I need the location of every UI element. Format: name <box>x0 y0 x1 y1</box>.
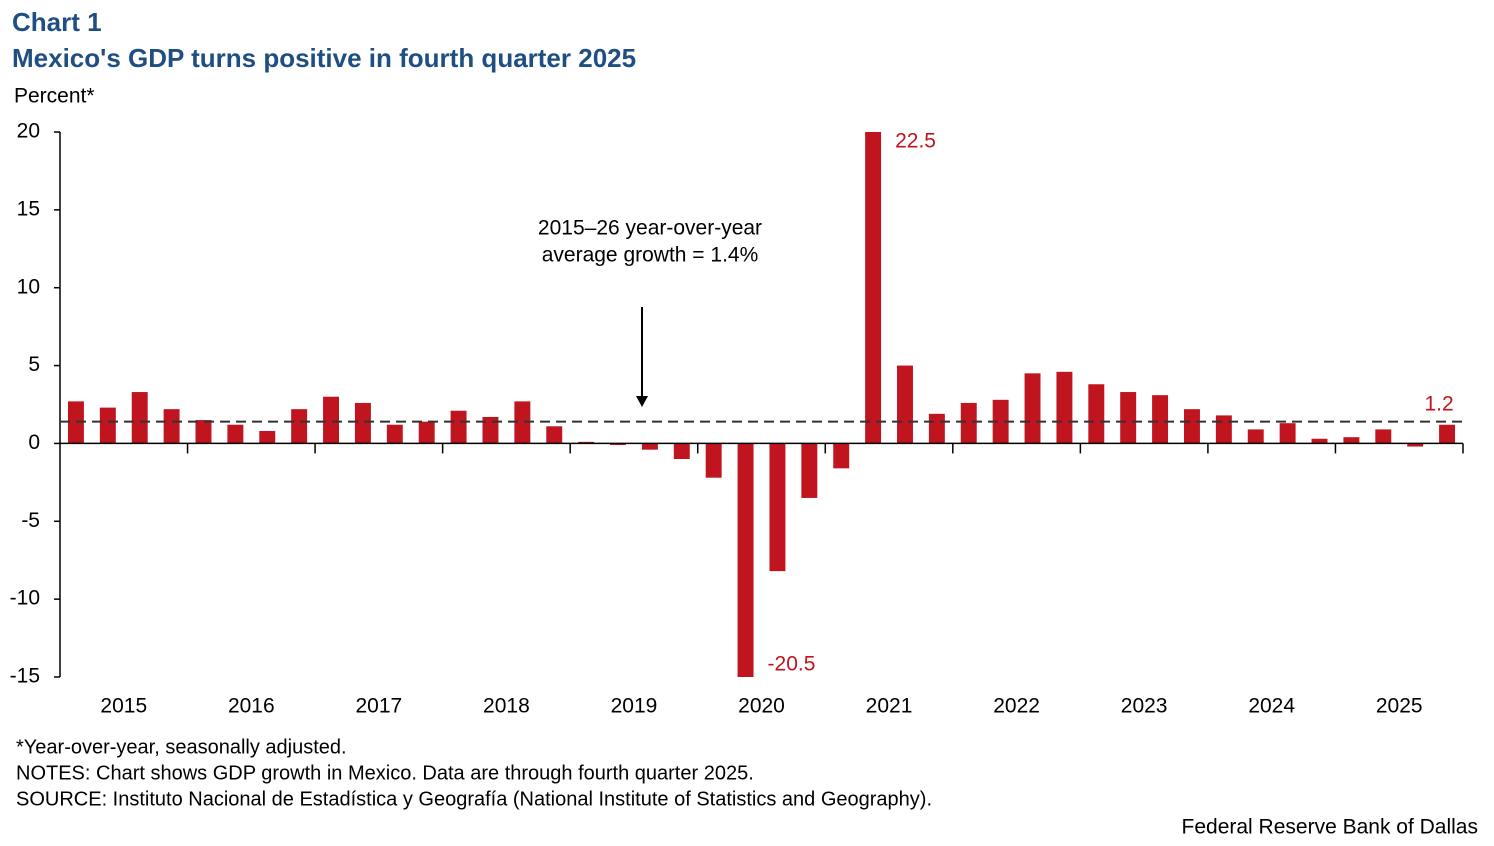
y-tick-label: -15 <box>10 665 40 688</box>
data-label: -20.5 <box>768 653 816 676</box>
bar <box>1375 429 1392 444</box>
note: SOURCE: Instituto Nacional de Estadístic… <box>16 788 932 810</box>
bar <box>897 365 913 444</box>
y-tick-label: -5 <box>21 509 40 532</box>
bar <box>673 443 690 459</box>
bar <box>418 421 435 444</box>
bar <box>163 409 180 444</box>
chart-label: Chart 1 <box>12 7 102 37</box>
bar <box>1120 392 1137 444</box>
bar <box>769 443 786 572</box>
bar <box>67 401 84 444</box>
bar <box>1407 443 1424 447</box>
bar <box>259 430 276 444</box>
x-tick-label: 2021 <box>866 695 913 718</box>
x-tick-label: 2020 <box>738 695 785 718</box>
y-tick-label: 10 <box>17 275 40 298</box>
annotation: average growth = 1.4% <box>542 244 759 267</box>
data-label: 1.2 <box>1424 392 1453 415</box>
note: NOTES: Chart shows GDP growth in Mexico.… <box>16 762 754 784</box>
y-tick-label: 20 <box>17 120 40 143</box>
bar <box>482 416 499 444</box>
bar <box>641 443 658 450</box>
bar <box>1279 423 1296 444</box>
bar <box>1152 395 1169 444</box>
bar <box>578 441 595 444</box>
bar <box>1343 437 1360 444</box>
annotation: 2015–26 year-over-year <box>538 217 762 240</box>
bar <box>801 443 818 498</box>
bar <box>99 407 116 444</box>
bar <box>323 396 340 444</box>
plot-area <box>67 132 1456 677</box>
bar <box>1183 409 1200 444</box>
x-tick-label: 2016 <box>228 695 275 718</box>
bar <box>865 132 882 444</box>
bar <box>1247 429 1264 444</box>
bar <box>1056 371 1073 444</box>
bar <box>1024 373 1041 444</box>
x-tick-label: 2015 <box>100 695 147 718</box>
bar <box>131 392 148 444</box>
x-tick-label: 2025 <box>1376 695 1423 718</box>
bar <box>960 402 977 444</box>
credit: Federal Reserve Bank of Dallas <box>1182 816 1478 839</box>
bar <box>386 424 403 444</box>
bar <box>291 409 308 444</box>
x-tick-label: 2023 <box>1121 695 1168 718</box>
bar <box>928 413 945 444</box>
bar <box>737 443 754 677</box>
bar <box>610 443 626 445</box>
x-tick-label: 2018 <box>483 695 530 718</box>
bar <box>195 420 212 444</box>
bar <box>705 443 722 478</box>
bar <box>354 402 371 444</box>
data-label: 22.5 <box>895 130 936 153</box>
x-tick-label: 2017 <box>356 695 403 718</box>
y-tick-label: -10 <box>10 587 40 610</box>
y-tick-label: 0 <box>28 431 40 454</box>
arrow-head <box>636 396 648 407</box>
bar <box>992 399 1009 444</box>
x-tick-label: 2022 <box>993 695 1040 718</box>
y-tick-label: 15 <box>17 197 40 220</box>
x-tick-label: 2024 <box>1248 695 1295 718</box>
chart-title: Mexico's GDP turns positive in fourth qu… <box>12 43 636 73</box>
y-tick-label: 5 <box>28 353 40 376</box>
note: *Year-over-year, seasonally adjusted. <box>16 736 347 758</box>
bar <box>1215 415 1232 444</box>
bar <box>227 424 244 444</box>
x-tick-label: 2019 <box>611 695 658 718</box>
bar <box>833 443 850 469</box>
bar <box>546 426 563 444</box>
bar <box>1088 384 1105 444</box>
bar <box>1311 438 1328 444</box>
bar <box>450 410 467 444</box>
bar <box>1439 424 1456 444</box>
bar <box>514 401 531 444</box>
y-axis-label: Percent* <box>14 85 95 108</box>
